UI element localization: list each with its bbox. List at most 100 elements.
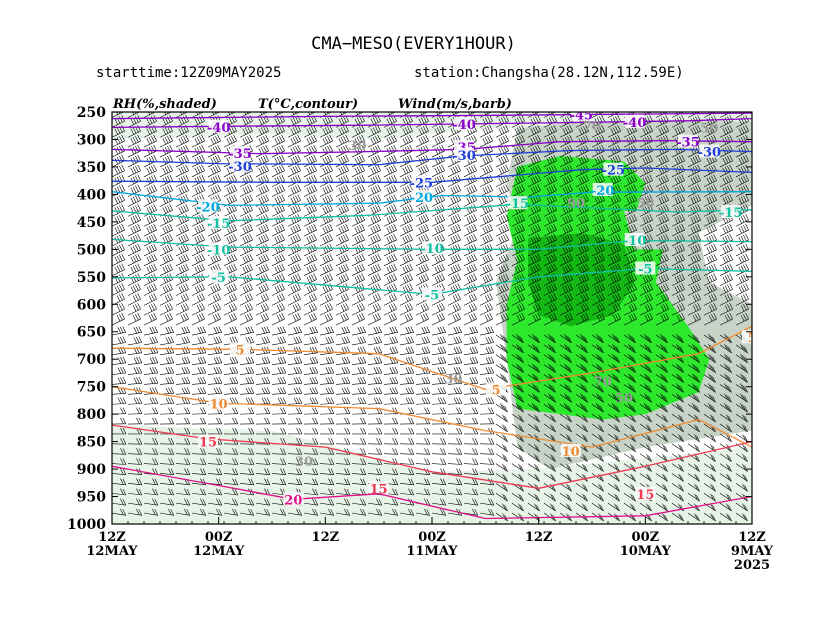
wind-barb-feather [536, 366, 540, 373]
wind-barb-feather [505, 154, 509, 161]
wind-barb-feather [386, 197, 391, 204]
wind-barb-shaft [335, 362, 350, 365]
wind-barb-feather [296, 407, 300, 414]
wind-barb-feather [282, 427, 287, 435]
wind-barb-feather [148, 285, 153, 292]
wind-barb-shaft [367, 382, 382, 385]
wind-barb-feather [424, 346, 428, 354]
wind-barb-feather [536, 386, 540, 393]
wind-barb-feather [280, 417, 284, 425]
wind-barb-feather [453, 387, 458, 394]
wind-barb-shaft [223, 332, 238, 336]
wind-barb-feather [407, 205, 411, 212]
wind-barb-feather [562, 187, 567, 194]
wind-barb-feather [231, 185, 235, 192]
wind-barb-feather [343, 185, 347, 192]
wind-barb-feather [567, 116, 571, 123]
wind-barb-feather [322, 217, 327, 224]
wind-barb-feather [434, 197, 439, 204]
wind-barb-shaft [383, 289, 397, 296]
wind-barb-feather [341, 327, 346, 334]
wind-barb-feather [169, 174, 173, 181]
wind-barb-feather [201, 134, 205, 142]
wind-barb-shaft [127, 512, 142, 516]
wind-barb-feather [504, 406, 508, 413]
wind-barb-shaft [431, 299, 445, 306]
wind-barb-shaft [527, 403, 540, 413]
wind-barb-feather [441, 233, 445, 241]
wind-barb-feather [441, 223, 445, 231]
wind-barb-feather [344, 336, 348, 344]
wind-barb-feather [359, 185, 363, 192]
wind-barb-feather [500, 196, 505, 203]
wind-barb-feather [153, 293, 157, 300]
wind-barb-feather [117, 387, 122, 394]
wind-barb-feather [154, 448, 159, 455]
wind-barb-feather [534, 493, 538, 500]
wind-barb-feather [548, 127, 553, 134]
wind-barb-feather [362, 346, 367, 353]
wind-barb-shaft [415, 160, 429, 168]
wind-barb-feather [520, 475, 524, 482]
wind-barb-feather [154, 478, 159, 485]
wind-barb-feather [456, 346, 460, 354]
wind-barb-shaft [303, 352, 318, 356]
wind-barb-feather [292, 206, 297, 213]
wind-barb-feather [135, 326, 140, 333]
wind-barb-feather [548, 112, 551, 115]
wind-barb-feather [450, 246, 455, 254]
wind-barb-feather [516, 343, 520, 351]
wind-barb-shaft [175, 259, 189, 267]
wind-barb-feather [455, 185, 459, 192]
rh-upper-band [112, 112, 752, 140]
wind-barb-feather [248, 367, 252, 374]
wind-barb-feather [167, 155, 171, 163]
wind-barb-feather [425, 214, 429, 221]
wind-barb-feather [180, 186, 185, 193]
wind-barb-shaft [223, 512, 238, 516]
wind-barb-feather [490, 499, 495, 506]
wind-barb-feather [404, 137, 409, 144]
wind-barb-feather [530, 207, 535, 214]
wind-barb-feather [564, 285, 569, 292]
wind-barb-feather [266, 407, 271, 414]
wind-barb-feather [327, 274, 331, 281]
wind-barb-feather [376, 367, 380, 374]
wind-barb-feather [330, 377, 335, 384]
wind-barb-feather [567, 195, 571, 202]
wind-barb-shaft [255, 180, 269, 187]
wind-barb-feather [386, 266, 391, 274]
wind-barb-feather [567, 244, 571, 252]
wind-barb-feather [514, 237, 519, 244]
wind-barb-feather [183, 136, 187, 143]
wind-barb-feather [264, 488, 268, 495]
wind-barb-shaft [479, 403, 494, 405]
wind-barb-feather [329, 303, 333, 310]
wind-barb-feather [484, 186, 489, 193]
wind-barb-feather [376, 427, 380, 435]
wind-barb-feather [532, 295, 537, 302]
wind-barb-feather [402, 167, 407, 175]
wind-barb-feather [149, 397, 154, 404]
wind-barb-feather [260, 117, 265, 124]
wind-barb-feather [313, 164, 317, 171]
wind-barb-feather [546, 286, 551, 293]
wind-barb-feather [437, 327, 442, 334]
wind-barb-feather [196, 315, 201, 322]
wind-barb-feather [185, 233, 189, 241]
wind-barb-shaft [303, 200, 317, 207]
wind-barb-shaft [367, 403, 382, 405]
wind-barb-feather [153, 263, 157, 270]
wind-barb-feather [258, 237, 263, 244]
wind-barb-feather [210, 237, 215, 244]
wind-barb-feather [409, 204, 413, 211]
wind-barb-shaft [287, 332, 302, 336]
wind-barb-feather [297, 303, 301, 310]
wind-barb-shaft [191, 229, 205, 237]
wind-barb-feather [425, 273, 429, 280]
wind-barb-shaft [495, 259, 509, 267]
wind-barb-feather [297, 293, 301, 300]
wind-barb-feather [215, 294, 219, 301]
wind-barb-shaft [335, 403, 350, 405]
wind-barb-feather [487, 215, 491, 222]
